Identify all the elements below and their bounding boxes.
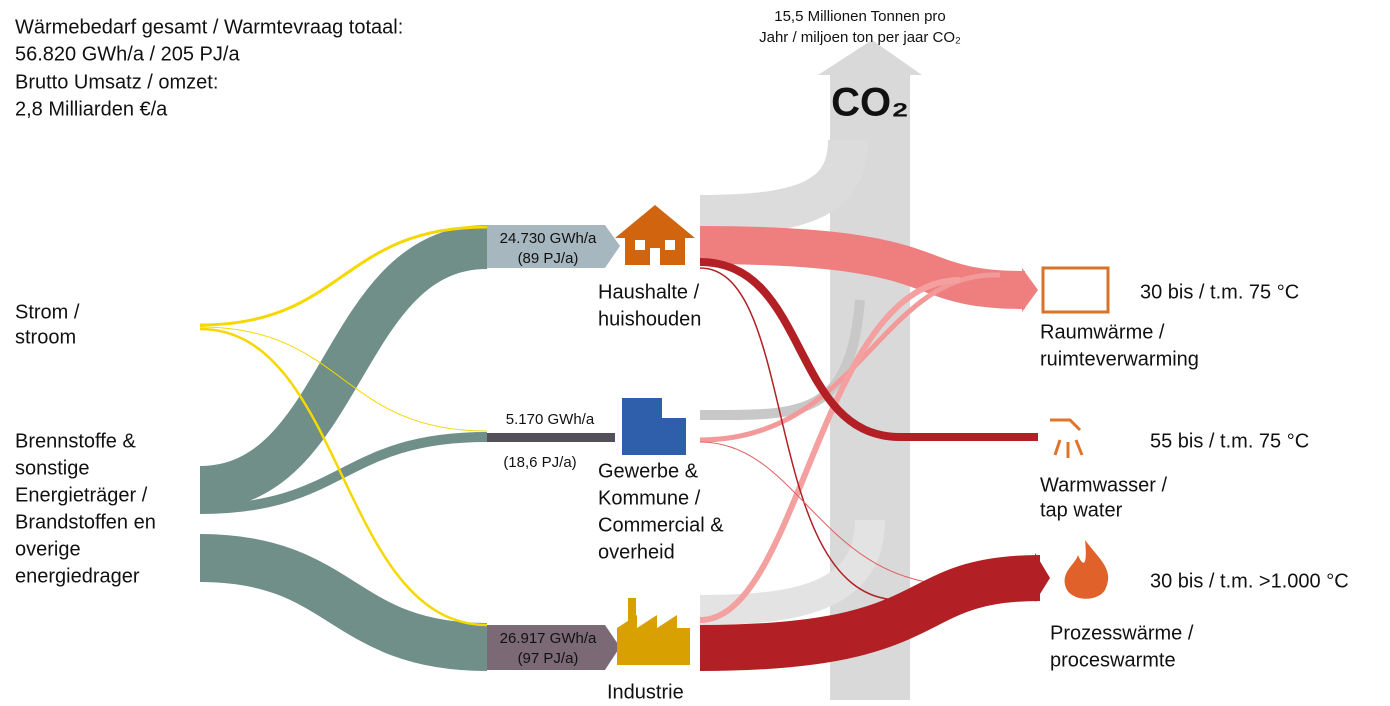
sector-pj: (18,6 PJ/a) bbox=[503, 454, 576, 471]
sector-label: Gewerbe & bbox=[598, 460, 699, 482]
flame-icon bbox=[1064, 540, 1109, 599]
households-process-flow bbox=[699, 267, 901, 601]
industry-space-flow bbox=[699, 277, 961, 623]
industry-box bbox=[487, 625, 620, 670]
use-label: ruimteverwarming bbox=[1040, 348, 1199, 370]
process-flow bbox=[699, 555, 1041, 671]
sector-label: huishouden bbox=[598, 308, 701, 330]
use-label: tap water bbox=[1040, 499, 1123, 521]
use-temperature: 30 bis / t.m. >1.000 °C bbox=[1150, 570, 1349, 592]
sector-label: Kommune / bbox=[598, 487, 701, 509]
sector-amount: 26.917 GWh/a bbox=[500, 630, 597, 647]
use-label: Raumwärme / bbox=[1040, 321, 1165, 343]
co2-label: CO₂ bbox=[831, 81, 909, 125]
space-heat-flow bbox=[699, 226, 1026, 309]
power-flow-commercial bbox=[199, 326, 488, 432]
source-label: Strom / bbox=[15, 301, 80, 323]
house-windows bbox=[635, 240, 675, 265]
process-arrow bbox=[1035, 553, 1050, 602]
sector-amount: 24.730 GWh/a bbox=[500, 230, 597, 247]
source-label: sonstige bbox=[15, 457, 90, 479]
summary-line: 56.820 GWh/a / 205 PJ/a bbox=[15, 43, 240, 65]
power-flow-households bbox=[199, 225, 488, 327]
summary-line: 2,8 Milliarden €/a bbox=[15, 98, 168, 120]
source-label: Brandstoffen en bbox=[15, 511, 156, 533]
co2-caption: Jahr / miljoen ton per jaar CO₂ bbox=[759, 29, 961, 46]
summary-line: Wärmebedarf gesamt / Warmtevraag totaal: bbox=[15, 16, 403, 38]
fuel-flow-households bbox=[198, 225, 489, 510]
use-label: proceswarmte bbox=[1050, 649, 1176, 671]
sector-label: Industrie bbox=[607, 681, 684, 703]
factory-icon bbox=[617, 598, 690, 665]
sector-label: Haushalte / bbox=[598, 281, 700, 303]
source-label: Brennstoffe & bbox=[15, 430, 136, 452]
building-icon bbox=[622, 398, 662, 455]
use-temperature: 55 bis / t.m. 75 °C bbox=[1150, 430, 1309, 452]
use-temperature: 30 bis / t.m. 75 °C bbox=[1140, 281, 1299, 303]
co2-flow-households bbox=[699, 139, 868, 235]
sector-label: overheid bbox=[598, 541, 675, 563]
space-heat-arrow bbox=[1022, 268, 1038, 312]
commercial-bar bbox=[487, 433, 615, 442]
sector-pj: (97 PJ/a) bbox=[518, 650, 579, 667]
fuel-flow-commercial bbox=[199, 432, 488, 514]
use-label: Warmwasser / bbox=[1040, 474, 1167, 496]
source-label: stroom bbox=[15, 326, 76, 348]
fuel-flow-industry bbox=[199, 534, 488, 671]
building-icon-low bbox=[660, 418, 686, 455]
source-label: overige bbox=[15, 538, 81, 560]
sector-label: Commercial & bbox=[598, 514, 724, 536]
water-flow bbox=[699, 258, 1038, 441]
co2-caption: 15,5 Millionen Tonnen pro bbox=[774, 8, 946, 25]
households-box bbox=[487, 225, 620, 268]
source-label: energiedrager bbox=[15, 565, 140, 587]
commercial-process-flow bbox=[699, 441, 961, 586]
use-label: Prozesswärme / bbox=[1050, 622, 1194, 644]
source-label: Energieträger / bbox=[15, 484, 148, 506]
power-flow-industry bbox=[199, 327, 488, 627]
summary-line: Brutto Umsatz / omzet: bbox=[15, 71, 218, 93]
sector-amount: 5.170 GWh/a bbox=[506, 411, 595, 428]
shower-icon bbox=[1050, 418, 1084, 458]
sector-pj: (89 PJ/a) bbox=[518, 250, 579, 267]
co2-arrow bbox=[818, 40, 922, 700]
radiator-icon bbox=[1041, 266, 1110, 314]
